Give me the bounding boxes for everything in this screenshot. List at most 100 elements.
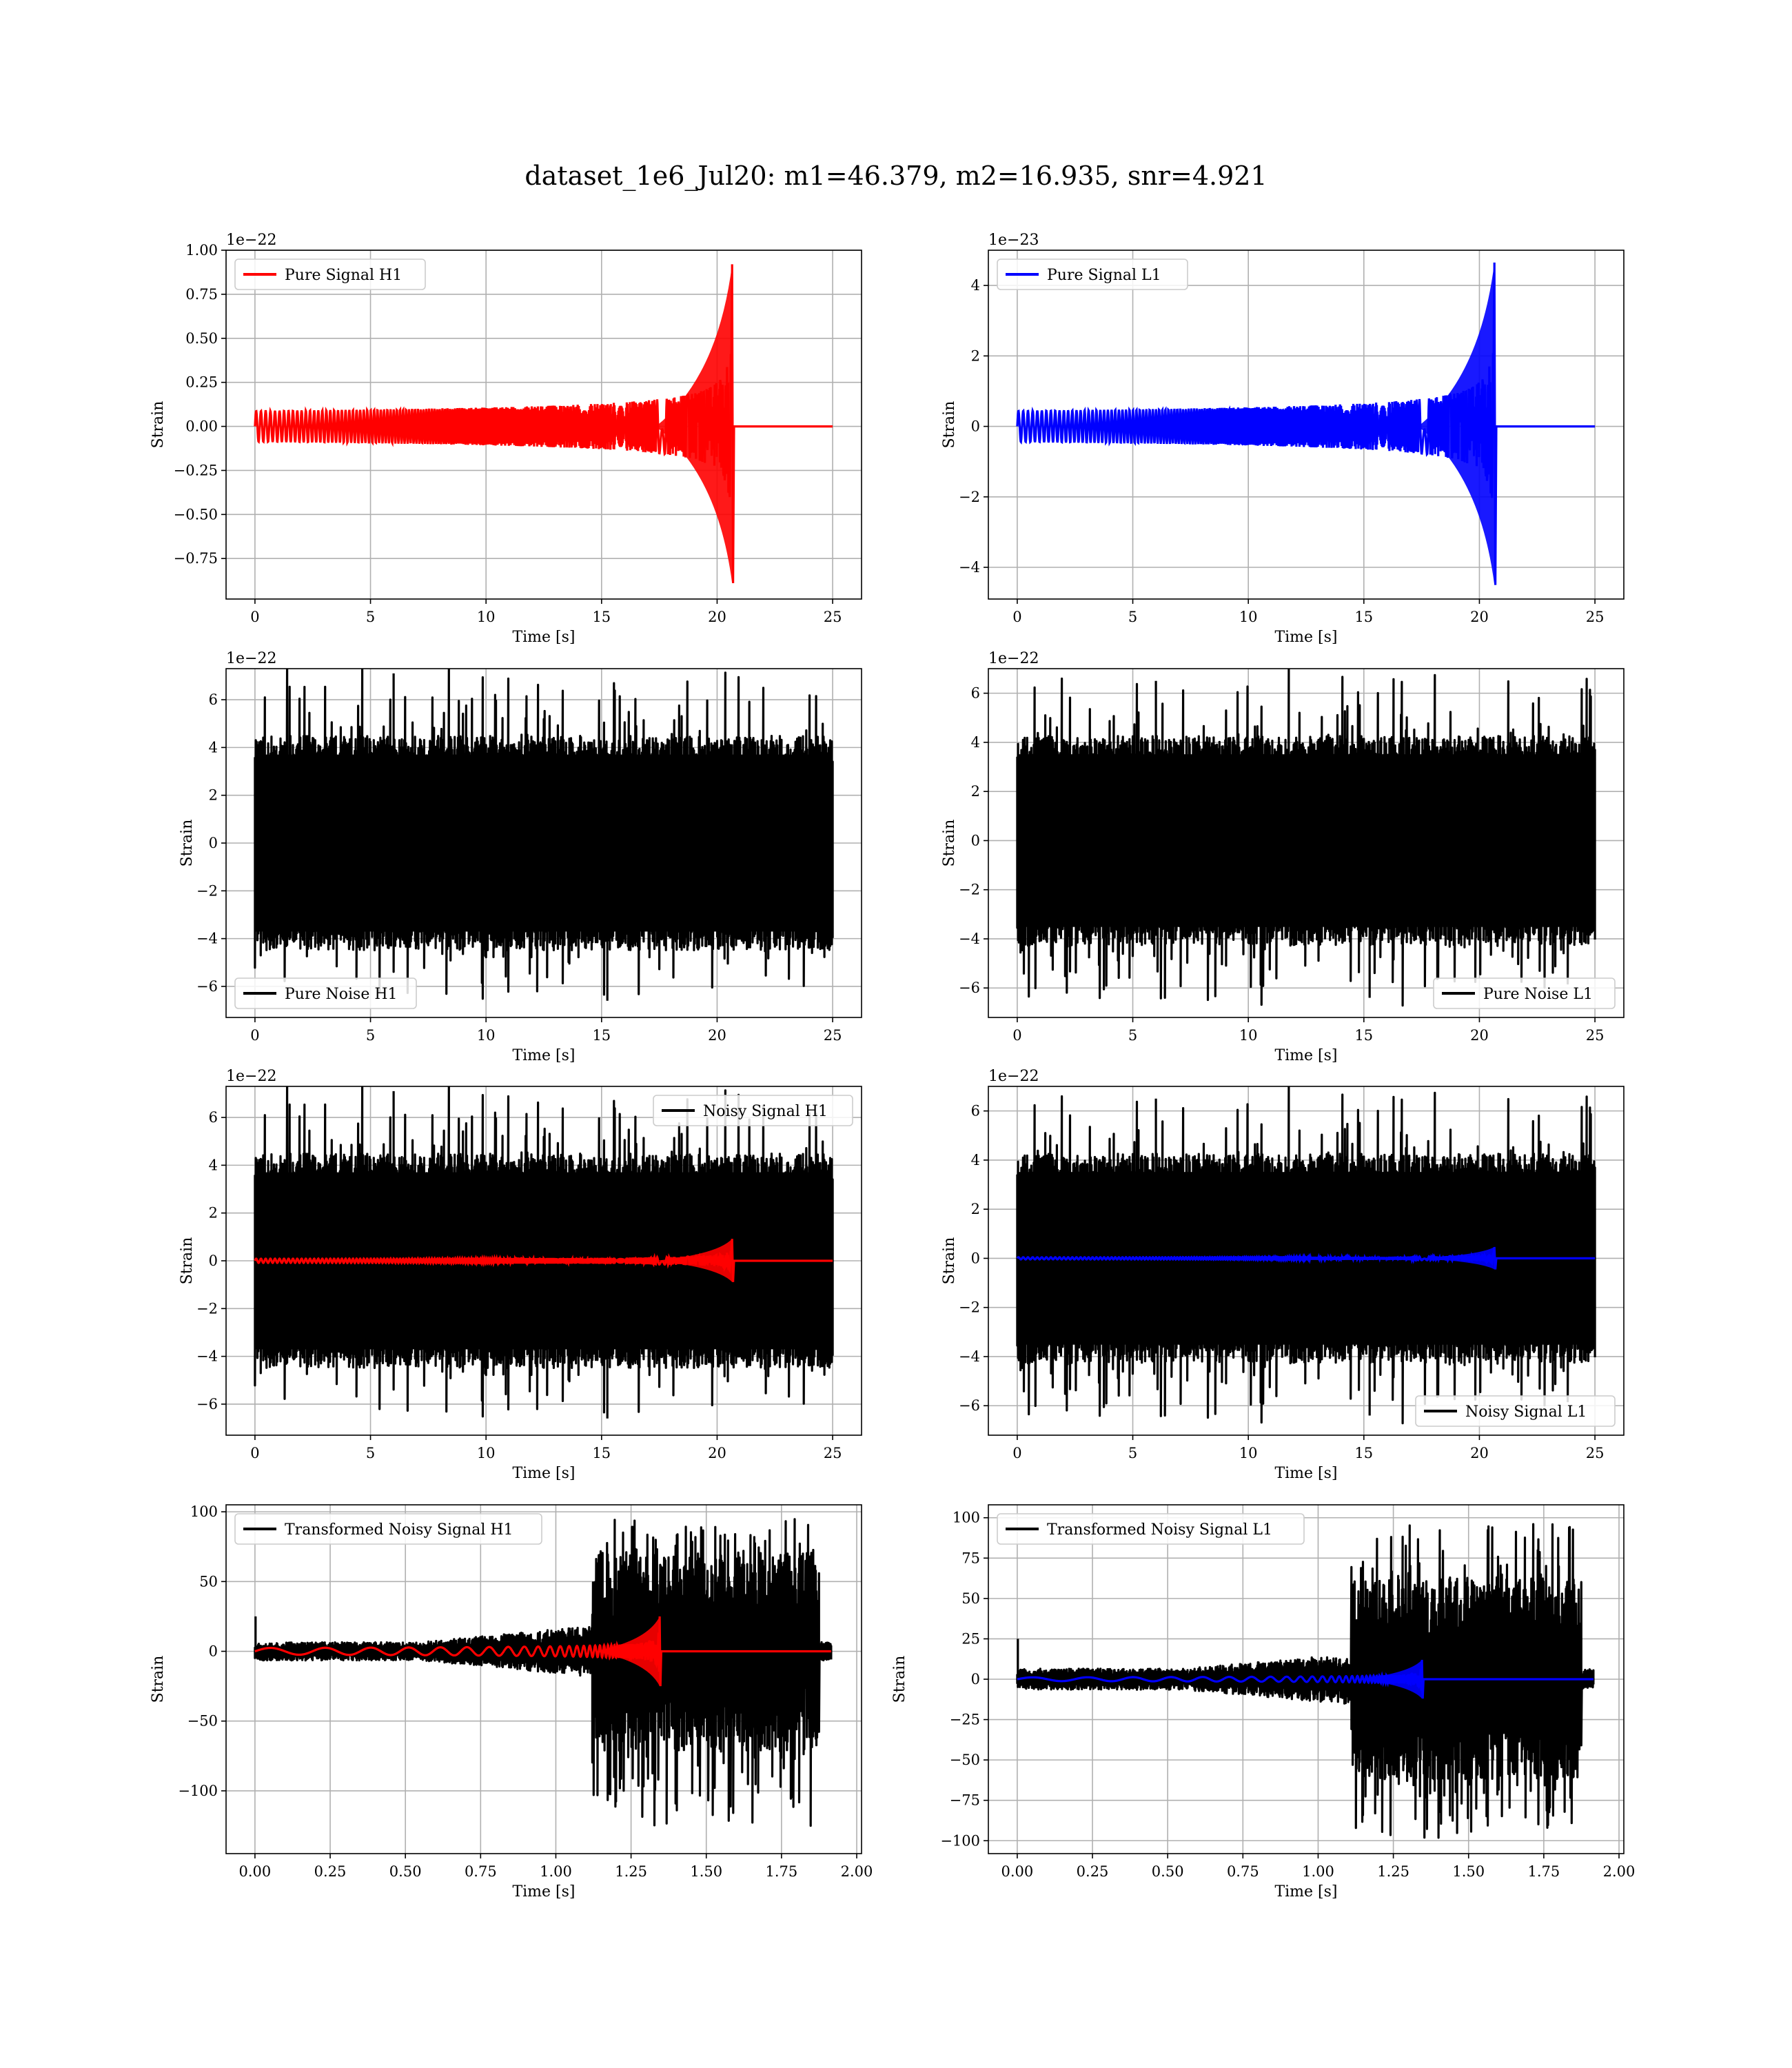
y-tick-label: −6 <box>196 978 218 995</box>
series-2 <box>1017 1659 1594 1699</box>
signal-trace <box>254 1616 831 1687</box>
x-tick-label: 25 <box>824 1445 842 1461</box>
figure-title: dataset_1e6_Jul20: m1=46.379, m2=16.935,… <box>525 161 1267 192</box>
y-tick-label: 4 <box>971 277 980 294</box>
x-tick-label: 15 <box>1354 1445 1373 1461</box>
x-tick-label: 10 <box>477 1027 496 1044</box>
y-tick-label: −4 <box>196 931 218 947</box>
legend-label: Transformed Noisy Signal L1 <box>1047 1521 1272 1539</box>
y-tick-label: 0 <box>209 1643 218 1660</box>
chart-panel-5: 0 5 10 15 20 25 −6 −4 −2 0 2 4 6 Time [s] Strain 1e−22 N… <box>179 1068 862 1482</box>
y-tick-label: 1.00 <box>185 242 218 258</box>
series-2 <box>254 1239 833 1282</box>
x-tick-label: 25 <box>1586 609 1605 625</box>
series-2 <box>1016 1246 1596 1270</box>
x-tick-label: 25 <box>1586 1027 1605 1044</box>
chart-panel-8: 0.00 0.25 0.50 0.75 1.00 1.25 1.50 1.75 2.00 −100… <box>891 1504 1635 1900</box>
y-tick-label: 0.25 <box>185 374 218 391</box>
y-tick-label: 2 <box>971 347 980 364</box>
x-tick-label: 2.00 <box>841 1863 873 1880</box>
legend-box <box>653 1095 853 1126</box>
x-tick-label: 15 <box>592 1027 611 1044</box>
x-tick-label: 0 <box>1012 609 1021 625</box>
x-tick-label: 5 <box>1128 1027 1137 1044</box>
x-tick-label: 0.75 <box>465 1863 497 1880</box>
y-tick-label: −4 <box>959 1348 980 1365</box>
y-tick-label: 0.50 <box>185 330 218 347</box>
legend-label: Pure Signal H1 <box>285 267 402 284</box>
y-tick-label: −2 <box>959 882 980 898</box>
y-tick-label: −0.50 <box>174 506 218 523</box>
transformed-trace <box>254 1518 833 1827</box>
x-tick-label: 25 <box>824 609 842 625</box>
x-tick-label: 10 <box>477 1445 496 1461</box>
legend: Transformed Noisy Signal H1 <box>234 1513 542 1545</box>
series-1 <box>1016 262 1596 585</box>
x-tick-label: 20 <box>708 1027 726 1044</box>
series-1 <box>254 1086 834 1419</box>
chart-panel-7: 0.00 0.25 0.50 0.75 1.00 1.25 1.50 1.75 2.00 −100… <box>150 1503 873 1900</box>
series-1 <box>254 264 833 584</box>
y-tick-label: 2 <box>209 787 218 804</box>
y-tick-label: −100 <box>178 1783 218 1799</box>
legend-label: Transformed Noisy Signal H1 <box>285 1521 513 1539</box>
x-axis-label: Time [s] <box>512 629 575 646</box>
legend-label: Noisy Signal L1 <box>1465 1403 1587 1421</box>
x-tick-label: 1.75 <box>1527 1863 1560 1880</box>
y-tick-label: 0 <box>971 1250 980 1266</box>
y-tick-label: −50 <box>187 1713 218 1730</box>
x-tick-label: 20 <box>708 609 726 625</box>
x-tick-label: 10 <box>1239 1445 1258 1461</box>
y-tick-label: −4 <box>959 931 980 947</box>
signal-trace <box>254 1239 833 1282</box>
noise-band <box>1017 754 1596 927</box>
legend-box <box>234 1513 542 1545</box>
legend-box <box>234 258 426 290</box>
x-axis-label: Time [s] <box>1274 1047 1337 1064</box>
x-axis-label: Time [s] <box>1274 1883 1337 1900</box>
y-axis-label: Strain <box>891 1656 908 1703</box>
x-tick-label: 10 <box>1239 609 1258 625</box>
y-tick-label: 4 <box>971 734 980 751</box>
y-tick-label: 100 <box>953 1510 980 1526</box>
signal-envelope <box>1418 262 1495 585</box>
legend-box <box>234 977 417 1009</box>
legend-box <box>1415 1395 1616 1427</box>
signal-envelope <box>1357 1659 1423 1699</box>
noise-band <box>254 754 833 932</box>
signal-envelope <box>655 264 733 583</box>
series-1 <box>1016 669 1596 1007</box>
offset-label: 1e−22 <box>226 1068 276 1085</box>
x-tick-label: 1.00 <box>540 1863 572 1880</box>
x-tick-label: 0 <box>250 1445 259 1461</box>
x-tick-label: 15 <box>1354 609 1373 625</box>
x-tick-label: 10 <box>1239 1027 1258 1044</box>
legend: Noisy Signal L1 <box>1415 1395 1616 1427</box>
y-tick-label: −2 <box>196 882 218 899</box>
chart-panel-1: 0 5 10 15 20 25 −0.75 −0.50 −0.25 0.00 0.25 0.50 0.7… <box>150 232 862 646</box>
offset-label: 1e−23 <box>988 232 1039 249</box>
y-tick-label: −2 <box>959 1299 980 1316</box>
signal-trace <box>1017 1659 1594 1699</box>
y-tick-label: 2 <box>971 783 980 800</box>
chart-panel-2: 0 5 10 15 20 25 −4 −2 0 2 4 Time [s] Strain 1e−23 Pure… <box>941 232 1625 646</box>
y-tick-label: 0 <box>209 1253 218 1269</box>
x-tick-label: 1.75 <box>765 1863 797 1880</box>
x-tick-label: 0 <box>250 1027 259 1044</box>
y-tick-label: 4 <box>209 739 218 756</box>
offset-label: 1e−22 <box>988 650 1039 667</box>
signal-trace <box>1016 1246 1596 1270</box>
y-tick-label: 0 <box>971 418 980 435</box>
signal-envelope <box>595 1616 660 1687</box>
legend-label: Pure Noise L1 <box>1483 986 1593 1003</box>
y-axis-label: Strain <box>179 820 196 867</box>
x-tick-label: 1.25 <box>1377 1863 1409 1880</box>
y-tick-label: 6 <box>971 685 980 702</box>
signal-trace <box>1016 262 1596 585</box>
x-tick-label: 5 <box>1128 1445 1137 1461</box>
y-tick-label: 0 <box>971 1671 980 1687</box>
x-tick-label: 1.50 <box>1452 1863 1485 1880</box>
x-tick-label: 20 <box>1470 1027 1489 1044</box>
plot-area <box>1016 1523 1595 1839</box>
